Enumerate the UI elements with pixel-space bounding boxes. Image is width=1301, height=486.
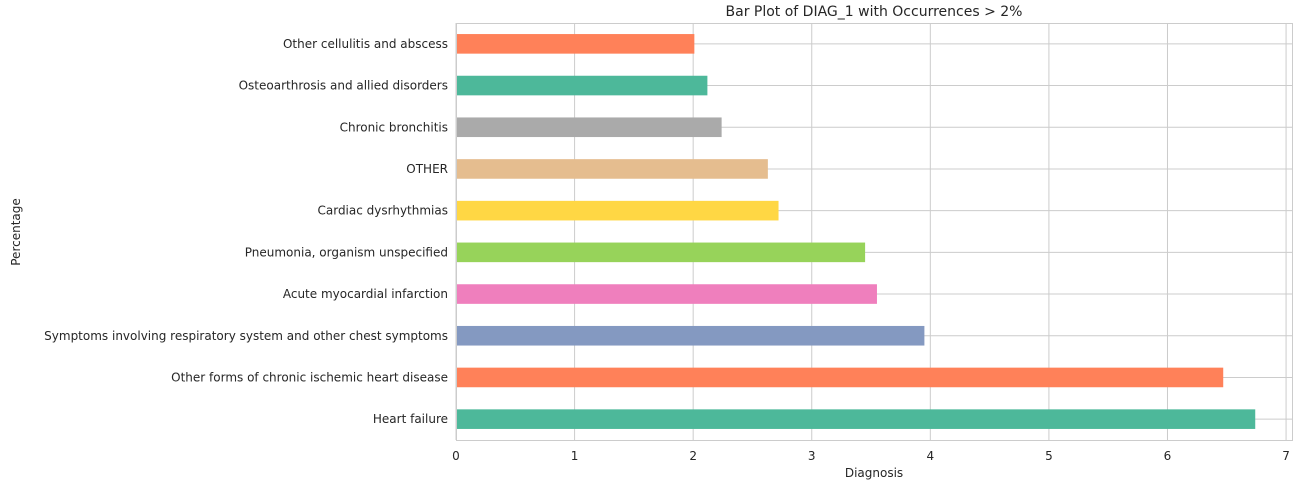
x-axis-label: Diagnosis — [845, 466, 903, 480]
x-tick-label: 1 — [571, 449, 579, 463]
y-tick-label: Other cellulitis and abscess — [283, 37, 448, 51]
y-tick-label: Heart failure — [373, 412, 448, 426]
bar — [456, 34, 695, 54]
x-tick-label: 2 — [689, 449, 697, 463]
bar-layer — [456, 34, 1256, 429]
x-tick-label: 3 — [808, 449, 816, 463]
x-tick-label: 5 — [1045, 449, 1053, 463]
bar — [456, 75, 708, 96]
y-tick-label: Chronic bronchitis — [340, 120, 448, 134]
y-tick-label: OTHER — [406, 162, 448, 176]
bar — [456, 284, 877, 304]
bar — [456, 325, 925, 346]
x-tick-label: 4 — [927, 449, 935, 463]
bar — [456, 159, 768, 179]
chart-title: Bar Plot of DIAG_1 with Occurrences > 2% — [726, 4, 1023, 20]
y-tick-label: Osteoarthrosis and allied disorders — [239, 79, 448, 93]
bar — [456, 242, 866, 263]
y-tick-label: Pneumonia, organism unspecified — [245, 245, 448, 259]
y-tick-label: Other forms of chronic ischemic heart di… — [171, 370, 448, 384]
bar — [456, 409, 1256, 429]
y-axis-label: Percentage — [9, 198, 23, 266]
x-tick-label: 0 — [452, 449, 460, 463]
bar — [456, 200, 779, 221]
x-tick-label: 7 — [1282, 449, 1290, 463]
y-tick-label: Acute myocardial infarction — [283, 287, 448, 301]
plot-frame — [456, 23, 1293, 441]
bar — [456, 367, 1224, 388]
y-tick-labels: Heart failure Other forms of chronic isch… — [44, 37, 448, 426]
x-tick-labels: 0 1 2 3 4 5 6 7 — [452, 449, 1290, 463]
y-tick-label: Cardiac dysrhythmias — [317, 204, 448, 218]
x-tick-label: 6 — [1164, 449, 1172, 463]
y-tick-label: Symptoms involving respiratory system an… — [44, 329, 448, 343]
bar — [456, 117, 722, 138]
